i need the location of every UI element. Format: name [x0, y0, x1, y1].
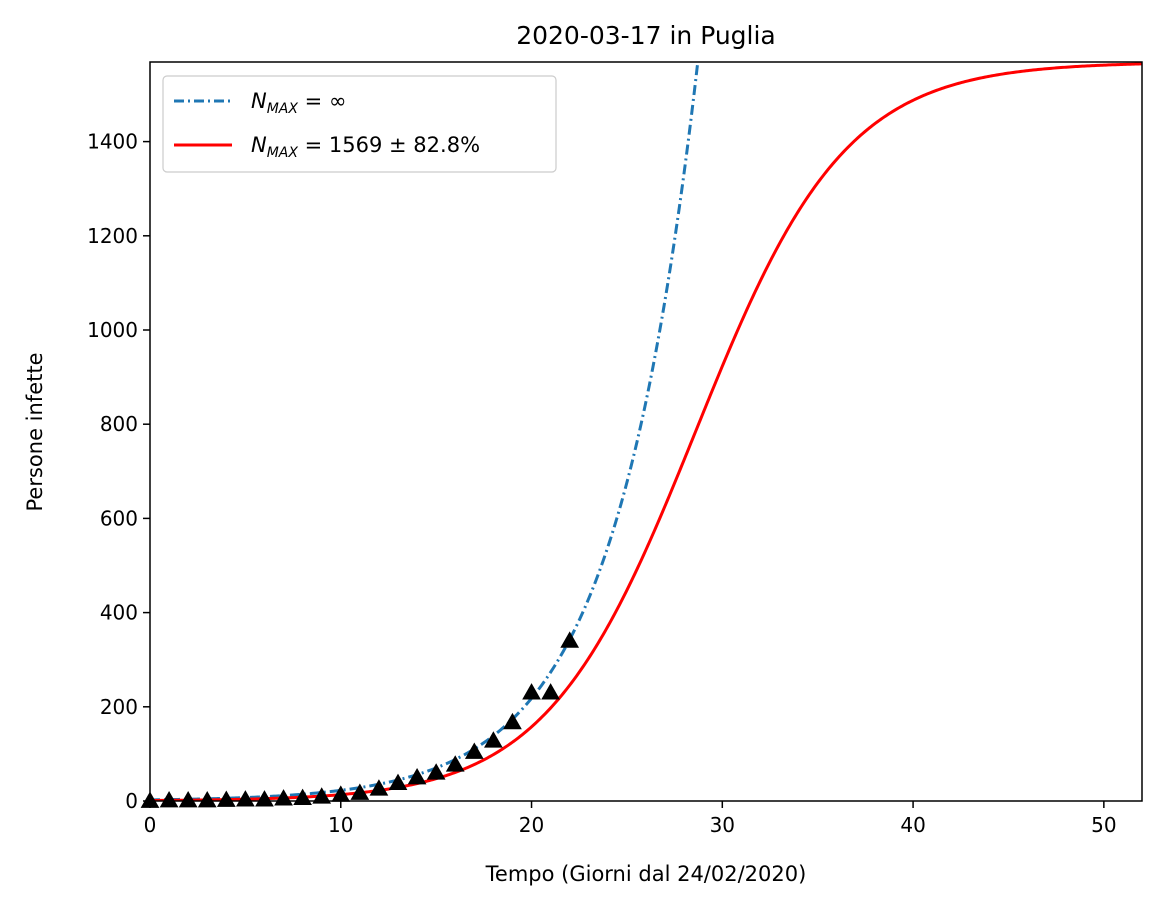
legend-label-exponential: NMAX = ∞ — [251, 89, 346, 117]
data-point-observed — [197, 791, 217, 808]
data-point-observed — [255, 790, 274, 807]
series-layer — [150, 62, 1142, 801]
legend-box — [162, 75, 557, 173]
data-point-observed — [503, 712, 522, 730]
data-point-observed — [350, 783, 370, 800]
y-axis-label: Persone infette — [23, 352, 47, 511]
data-point-observed — [388, 773, 408, 790]
marker-layer — [140, 631, 580, 808]
x-tick-label: 50 — [1091, 813, 1116, 837]
data-point-observed — [178, 791, 198, 808]
data-point-observed — [407, 767, 427, 785]
data-point-observed — [236, 790, 255, 807]
y-tick-label: 1400 — [87, 130, 138, 154]
data-point-observed — [312, 787, 332, 804]
data-point-observed — [445, 755, 465, 772]
y-tick-label: 0 — [125, 789, 138, 813]
data-point-observed — [426, 763, 446, 780]
legend-label-logistic: NMAX = 1569 ± 82.8% — [251, 133, 480, 161]
data-point-observed — [541, 683, 560, 700]
y-tick-label: 400 — [100, 601, 138, 625]
data-point-observed — [484, 731, 503, 748]
x-tick-label: 30 — [710, 813, 735, 837]
data-point-observed — [159, 791, 179, 808]
data-point-observed — [369, 779, 389, 796]
y-tick-label: 800 — [100, 412, 138, 436]
plot-frame — [149, 61, 1143, 802]
y-tick-label: 600 — [100, 506, 138, 530]
chart-title: 2020-03-17 in Puglia — [516, 21, 776, 50]
x-tick-label: 20 — [519, 813, 544, 837]
y-tick-label: 1200 — [87, 224, 138, 248]
series-line-logistic — [150, 62, 1142, 801]
y-tick-label: 200 — [100, 695, 138, 719]
y-axis-ticks: 0 200 400 600 800 1000 1200 1400 — [87, 130, 150, 813]
data-point-observed — [522, 683, 541, 700]
x-axis-label: Tempo (Giorni dal 24/02/2020) — [485, 862, 807, 886]
x-tick-label: 40 — [900, 813, 925, 837]
x-axis-ticks: 0 10 20 30 40 50 — [144, 801, 1117, 837]
y-tick-label: 1000 — [87, 318, 138, 342]
legend: NMAX = ∞ NMAX = 1569 ± 82.8% — [162, 75, 557, 173]
series-line-exponential — [150, 62, 700, 801]
data-point-observed — [560, 631, 580, 648]
x-tick-label: 0 — [144, 813, 157, 837]
data-point-observed — [216, 790, 236, 807]
data-point-observed — [464, 742, 484, 759]
x-tick-label: 10 — [328, 813, 353, 837]
